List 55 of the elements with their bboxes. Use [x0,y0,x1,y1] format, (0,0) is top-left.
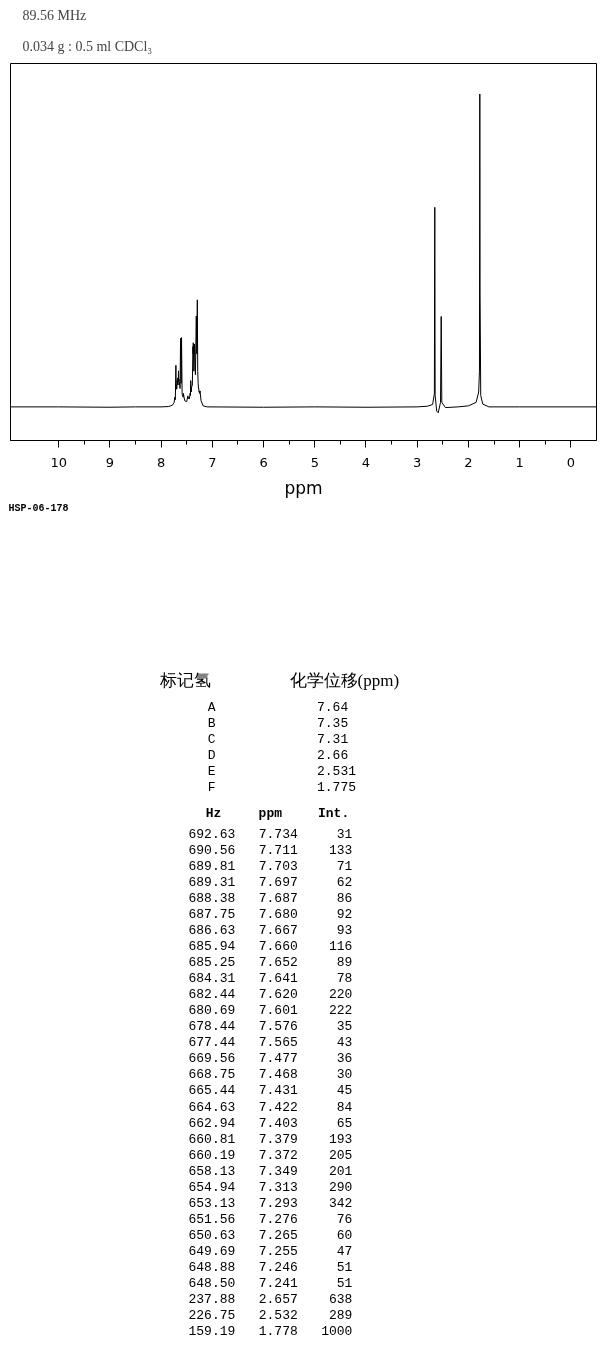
x-tick-label: 0 [566,454,576,470]
text: 159.19 1.778 1000 [188,1323,353,1339]
x-tick-label: 4 [361,454,371,470]
text: 685.25 7.652 89 [188,955,353,971]
text: 660.81 7.379 193 [188,1131,353,1147]
text: 665.44 7.431 45 [188,1083,353,1099]
text: 686.63 7.667 93 [188,923,353,939]
x-tick-label: 10 [50,454,67,470]
text: B 7.35 [207,716,349,731]
text: 649.69 7.255 47 [188,1243,353,1259]
text: 682.44 7.620 220 [188,987,353,1003]
text: 226.75 2.532 289 [188,1307,353,1323]
text: 689.31 7.697 62 [188,875,353,891]
text: 677.44 7.565 43 [188,1035,353,1051]
x-tick-label: 1 [515,454,524,470]
text: 685.94 7.660 116 [188,939,353,955]
text: 650.63 7.265 60 [188,1227,353,1243]
text: 标记氢 化学位移(ppm) [159,671,400,690]
text: A 7.64 [207,700,349,715]
text: 664.63 7.422 84 [188,1099,353,1115]
text: HSP-06-178 [8,502,69,514]
text: 658.13 7.349 201 [188,1163,353,1179]
text: 684.31 7.641 78 [188,971,353,987]
text: 660.19 7.372 205 [188,1147,353,1163]
text: 692.63 7.734 31 [188,827,353,842]
text: C 7.31 [207,732,349,747]
text: 688.38 7.687 86 [188,891,353,907]
chart-title: 89.56 MHz [22,7,87,23]
text: 662.94 7.403 65 [188,1115,353,1131]
text: E 2.531 [207,764,357,779]
text: 687.75 7.680 92 [188,907,353,923]
chart-subtitle: 0.034 g : 0.5 ml CDCl₃ [22,39,153,54]
text: 668.75 7.468 30 [188,1067,353,1083]
text: 678.44 7.576 35 [188,1019,353,1035]
text: D 2.66 [207,748,349,763]
x-tick-label: 7 [208,454,217,470]
x-tick-label: 8 [156,454,166,470]
x-tick-label: 6 [259,454,268,470]
text: 648.88 7.246 51 [188,1259,353,1275]
x-tick-label: 5 [310,454,319,470]
text: 648.50 7.241 51 [188,1275,353,1291]
text: 654.94 7.313 290 [188,1179,353,1195]
x-tick-label: 2 [464,454,473,470]
text: 669.56 7.477 36 [188,1051,353,1067]
text: 653.13 7.293 342 [188,1195,353,1211]
text: 690.56 7.711 133 [188,843,353,859]
text: Hz ppm Int. [205,806,350,821]
x-axis-title: ppm [284,477,323,498]
x-tick-label: 9 [105,454,115,470]
text: 689.81 7.703 71 [188,859,353,875]
text: 651.56 7.276 76 [188,1211,353,1227]
text: F 1.775 [207,780,356,795]
text: 237.88 2.657 638 [188,1291,353,1307]
text: 680.69 7.601 222 [188,1003,353,1019]
x-tick-label: 3 [413,454,422,470]
